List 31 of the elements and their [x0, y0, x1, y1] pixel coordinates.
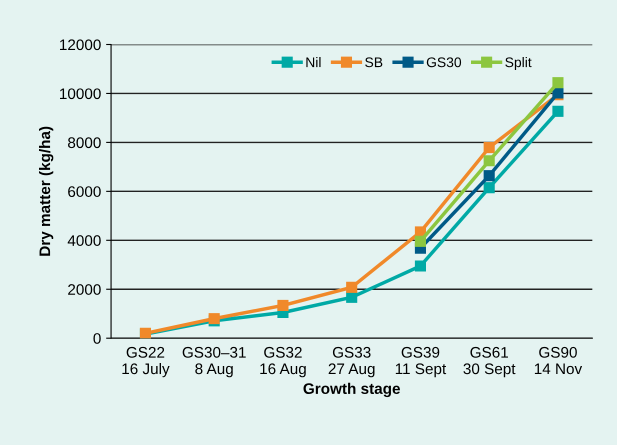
x-axis-title: Growth stage: [304, 382, 400, 398]
point: [346, 282, 358, 293]
y-tick-label: 4000: [68, 235, 101, 246]
point: [484, 155, 495, 166]
x-tick-label: GS30–31 8 Aug: [182, 346, 246, 378]
x-tick-label: GS33 27 Aug: [328, 346, 374, 378]
point: [414, 260, 426, 272]
point: [552, 77, 564, 88]
y-tick-label: 6000: [68, 186, 101, 198]
legend-label: GS30: [426, 57, 462, 68]
point: [484, 182, 495, 194]
y-tick-label: 8000: [68, 137, 101, 148]
point: [346, 292, 358, 303]
point: [484, 170, 495, 182]
y-tick-label: 10000: [60, 88, 101, 100]
legend-label: Split: [505, 57, 532, 70]
x-tick-label: GS39 11 Sept: [396, 346, 446, 378]
y-axis-title: Dry matter (kg/ha): [38, 126, 54, 256]
legend-label: SB: [365, 57, 382, 68]
point: [277, 300, 288, 311]
point: [414, 236, 426, 247]
y-tick-label: 2000: [68, 284, 101, 295]
x-tick-label: GS90 14 Nov: [534, 346, 582, 374]
y-tick-label: 12000: [60, 39, 101, 50]
y-tick-label: 0: [93, 333, 101, 344]
x-tick-label: GS22 16 July: [122, 346, 170, 378]
x-tick-label: GS32 16 Aug: [260, 346, 306, 378]
point: [484, 142, 495, 154]
x-tick-label: GS61 30 Sept: [463, 346, 516, 378]
point: [552, 106, 564, 117]
legend-label: Nil: [306, 57, 321, 68]
